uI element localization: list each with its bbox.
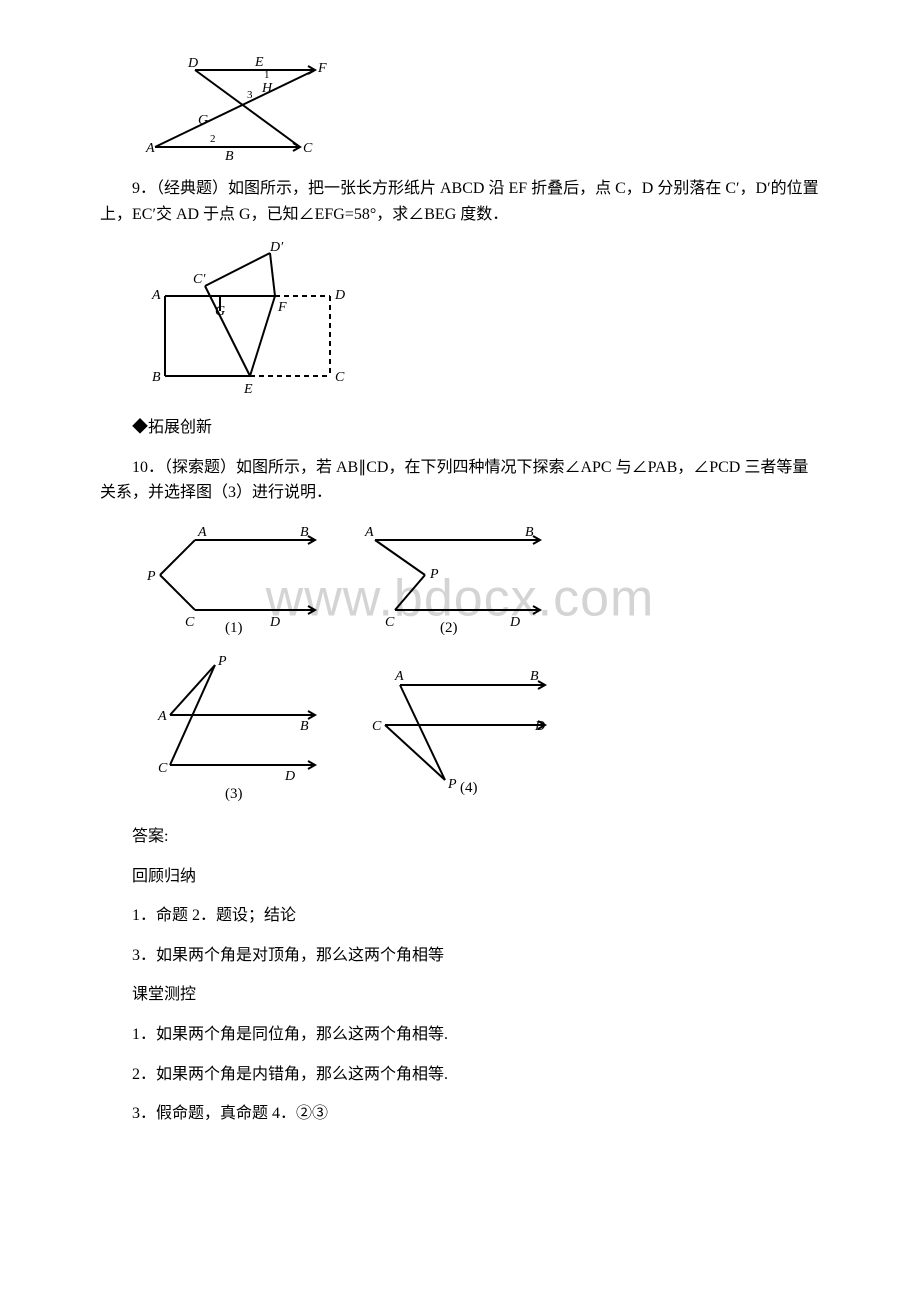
f10-3-C: C — [158, 761, 168, 776]
label9-F: F — [277, 300, 287, 315]
label-A: A — [145, 141, 155, 156]
label9-D: D — [334, 288, 345, 303]
figure-q9: A B C D C′ D′ E F G — [140, 241, 820, 401]
question-9-text: 9．（经典题）如图所示，把一张长方形纸片 ABCD 沿 EF 折叠后，点 C，D… — [100, 176, 820, 227]
label-C: C — [303, 141, 313, 156]
label9-Cp: C′ — [193, 272, 206, 287]
label9-E: E — [243, 382, 253, 397]
figure-q8: D E F G A B C H 1 2 3 — [140, 52, 820, 162]
label-2: 2 — [210, 133, 216, 145]
f10-n2: (2) — [440, 620, 458, 636]
label-F: F — [317, 61, 327, 76]
figure-q10: A B P C D (1) A B P C D — [140, 520, 820, 810]
f10-3-B: B — [300, 719, 309, 734]
f10-n3: (3) — [225, 786, 243, 802]
question-10-text: 10．（探索题）如图所示，若 AB∥CD，在下列四种情况下探索∠APC 与∠PA… — [100, 455, 820, 506]
label-D: D — [187, 56, 198, 71]
f10-2-D: D — [509, 615, 520, 630]
f10-1-P: P — [146, 569, 156, 584]
review-line3: 3．如果两个角是对顶角，那么这两个角相等 — [100, 943, 820, 969]
class-line3: 3．假命题，真命题 4．②③ — [100, 1101, 820, 1127]
f10-3-D: D — [284, 769, 295, 784]
label-1: 1 — [264, 69, 270, 81]
label-E: E — [254, 55, 264, 70]
f10-2-B: B — [525, 525, 534, 540]
label9-B: B — [152, 370, 161, 385]
label9-G: G — [215, 304, 225, 319]
f10-2-C: C — [385, 615, 395, 630]
class-line1: 1．如果两个角是同位角，那么这两个角相等. — [100, 1022, 820, 1048]
section-expand: ◆拓展创新 — [100, 415, 820, 441]
label-H: H — [261, 81, 273, 96]
label9-A: A — [151, 288, 161, 303]
f10-1-A: A — [197, 525, 207, 540]
class-heading: 课堂测控 — [100, 982, 820, 1008]
f10-4-C: C — [372, 719, 382, 734]
f10-2-P: P — [429, 567, 439, 582]
f10-2-A: A — [364, 525, 374, 540]
document-page: D E F G A B C H 1 2 3 9．（经典题）如图所示，把一张长方形… — [0, 0, 920, 1201]
f10-n1: (1) — [225, 620, 243, 636]
f10-4-B: B — [530, 669, 539, 684]
f10-1-B: B — [300, 525, 309, 540]
f10-1-C: C — [185, 615, 195, 630]
label9-Dp: D′ — [269, 241, 284, 255]
answers-heading: 答案: — [100, 824, 820, 850]
f10-4-A: A — [394, 669, 404, 684]
class-line2: 2．如果两个角是内错角，那么这两个角相等. — [100, 1062, 820, 1088]
review-heading: 回顾归纳 — [100, 864, 820, 890]
label9-C: C — [335, 370, 345, 385]
label-3: 3 — [247, 89, 253, 101]
f10-4-D: D — [534, 719, 545, 734]
review-line1: 1．命题 2．题设；结论 — [100, 903, 820, 929]
f10-3-A: A — [157, 709, 167, 724]
f10-3-P: P — [217, 654, 227, 669]
f10-4-P: P — [447, 777, 457, 792]
f10-n4: (4) — [460, 780, 478, 796]
f10-1-D: D — [269, 615, 280, 630]
label-B: B — [225, 149, 234, 162]
label-G: G — [198, 113, 208, 128]
